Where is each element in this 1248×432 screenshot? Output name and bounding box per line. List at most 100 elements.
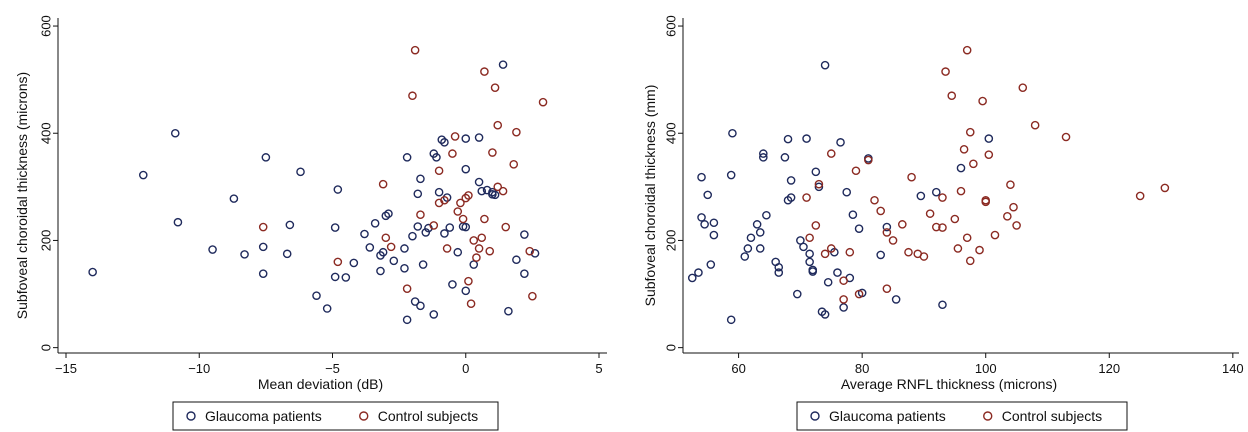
data-point xyxy=(512,127,521,137)
data-point xyxy=(453,247,463,257)
data-point xyxy=(1018,83,1028,92)
data-point xyxy=(848,210,858,220)
data-point xyxy=(464,191,473,200)
data-point xyxy=(746,233,756,243)
data-point xyxy=(984,134,994,143)
data-point xyxy=(282,249,292,259)
data-point xyxy=(173,217,183,227)
data-point xyxy=(931,187,941,197)
data-point xyxy=(520,269,529,278)
data-point xyxy=(258,242,268,252)
x-tick-label: 140 xyxy=(1222,361,1244,376)
data-point xyxy=(1160,183,1170,193)
data-point xyxy=(474,177,484,187)
data-point xyxy=(466,299,476,308)
data-point xyxy=(138,170,148,180)
legend-box xyxy=(796,401,1128,431)
data-point xyxy=(743,244,753,253)
data-point xyxy=(410,297,420,306)
data-point xyxy=(755,244,765,253)
data-point xyxy=(333,185,343,194)
data-point xyxy=(876,206,885,216)
data-point xyxy=(774,262,784,272)
data-point xyxy=(378,179,388,189)
data-point xyxy=(389,256,399,266)
data-point xyxy=(956,186,966,196)
legend: Glaucoma patients Control subjects xyxy=(796,401,1128,431)
data-point xyxy=(456,198,465,208)
data-point xyxy=(759,149,768,158)
data-point xyxy=(956,163,966,173)
data-point xyxy=(520,230,529,239)
data-point xyxy=(728,128,737,138)
data-point xyxy=(919,252,929,261)
data-point xyxy=(240,250,249,259)
data-point xyxy=(786,193,796,202)
data-point xyxy=(802,134,811,143)
data-point xyxy=(170,128,180,138)
data-point xyxy=(823,277,833,287)
data-point xyxy=(208,245,217,254)
data-point xyxy=(805,249,814,259)
data-point xyxy=(916,191,926,201)
data-point xyxy=(950,214,960,224)
data-point xyxy=(959,145,969,154)
data-point xyxy=(442,193,452,202)
data-point xyxy=(464,276,473,286)
data-point xyxy=(854,224,864,233)
data-point xyxy=(461,134,471,143)
data-point xyxy=(864,155,873,165)
data-point xyxy=(453,207,463,216)
data-point xyxy=(882,284,892,293)
data-point xyxy=(752,220,762,229)
data-point xyxy=(330,223,340,232)
data-point xyxy=(461,286,471,296)
data-point xyxy=(1030,120,1040,130)
data-point xyxy=(528,291,537,301)
data-point xyxy=(938,223,947,232)
data-point xyxy=(402,153,412,162)
legend-label: Control subjects xyxy=(1002,408,1102,424)
data-point xyxy=(341,273,351,282)
right-scatter-panel: 0 200 400 600 60 80 100 120 140 Average RNFL thic… xyxy=(642,15,1244,431)
data-point xyxy=(450,132,460,141)
x-tick-label: −15 xyxy=(55,361,77,376)
data-point xyxy=(870,195,879,205)
data-point xyxy=(501,222,511,232)
data-point xyxy=(726,170,736,180)
data-point xyxy=(461,164,471,174)
data-point xyxy=(845,247,855,257)
data-point xyxy=(296,167,305,177)
y-axis-title: Subfoveal choroidal thickness (mm) xyxy=(642,85,658,307)
x-tick-label: 60 xyxy=(731,361,745,376)
data-point xyxy=(839,303,848,312)
data-point xyxy=(333,257,343,267)
data-point xyxy=(386,242,396,252)
data-point xyxy=(440,195,449,205)
legend: Glaucoma patients Control subjects xyxy=(172,401,499,431)
data-point xyxy=(421,228,431,237)
data-point xyxy=(786,176,796,185)
x-tick-label: −5 xyxy=(325,361,340,376)
data-point xyxy=(477,233,487,243)
data-point xyxy=(876,250,885,260)
data-point xyxy=(975,245,984,255)
data-point xyxy=(706,260,716,269)
series-glaucoma-patients xyxy=(88,60,540,325)
legend-marker xyxy=(186,411,196,421)
data-point xyxy=(442,244,452,253)
data-point xyxy=(811,221,821,230)
data-point xyxy=(947,91,957,101)
data-point xyxy=(740,252,750,261)
y-tick-label: 0 xyxy=(39,344,54,351)
data-point xyxy=(498,186,508,196)
y-tick-label: 200 xyxy=(664,230,679,252)
data-point xyxy=(938,193,947,202)
data-point xyxy=(416,210,425,220)
data-point xyxy=(783,134,793,144)
data-point xyxy=(839,295,848,304)
data-point xyxy=(687,273,697,283)
data-point xyxy=(488,190,497,199)
data-point xyxy=(990,230,1000,240)
data-point xyxy=(981,197,991,207)
